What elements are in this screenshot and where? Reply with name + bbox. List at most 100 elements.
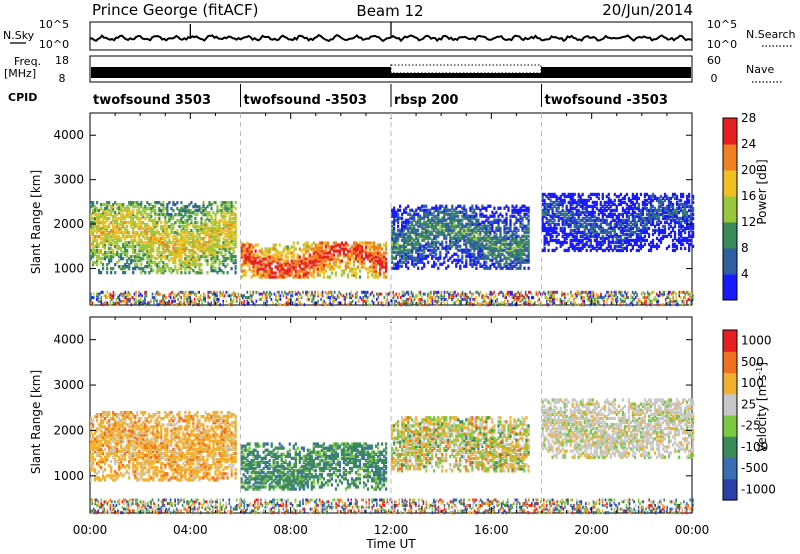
heatmap-cell (405, 218, 408, 222)
heatmap-cell (112, 205, 115, 209)
heatmap-cell (228, 231, 231, 235)
heatmap-cell (300, 275, 303, 279)
heatmap-cell (395, 218, 398, 222)
heatmap-cell (597, 224, 600, 229)
heatmap-cell (431, 222, 434, 226)
heatmap-cell (503, 242, 506, 246)
heatmap-cell (216, 245, 219, 249)
heatmap-cell (609, 210, 612, 215)
heatmap-cell (150, 209, 153, 213)
heatmap-cell (202, 229, 205, 233)
heatmap-cell (232, 237, 235, 241)
heatmap-cell (342, 251, 345, 255)
heatmap-cell (445, 208, 448, 212)
heatmap-cell (433, 242, 436, 246)
heatmap-cell (455, 226, 458, 230)
heatmap-cell (302, 271, 305, 275)
heatmap-cell (294, 273, 297, 277)
heatmap-cell (543, 214, 546, 219)
heatmap-cell (447, 230, 450, 234)
heatmap-cell (653, 194, 657, 199)
heatmap-cell (222, 215, 225, 219)
heatmap-cell (589, 228, 592, 233)
heatmap-cell (413, 210, 416, 214)
heatmap-cell (348, 261, 352, 265)
heatmap-cell (218, 267, 221, 271)
heatmap-cell (148, 219, 151, 223)
heatmap-cell (471, 262, 474, 266)
heatmap-cell (680, 238, 683, 243)
heatmap-cell (688, 234, 691, 239)
heatmap-cell (210, 215, 213, 219)
heatmap-cell (182, 221, 185, 225)
heatmap-cell (204, 259, 207, 263)
heatmap-cell (150, 255, 153, 259)
heatmap-cell (433, 214, 436, 218)
heatmap-cell (318, 249, 321, 253)
heatmap-cell (445, 224, 448, 228)
heatmap-cell (593, 204, 596, 209)
heatmap-cell (142, 257, 145, 261)
heatmap-cell (399, 258, 402, 262)
heatmap-cell (617, 222, 620, 227)
heatmap-cell (200, 269, 203, 273)
heatmap-cell (316, 269, 319, 273)
heatmap-cell (218, 223, 221, 227)
heatmap-cell (99, 299, 101, 303)
heatmap-cell (96, 245, 99, 249)
heatmap-cell (212, 269, 215, 273)
heatmap-cell (104, 217, 107, 221)
heatmap-cell (152, 247, 155, 251)
heatmap-cell (110, 243, 113, 247)
heatmap-cell (202, 251, 205, 255)
heatmap-cell (527, 214, 530, 218)
heatmap-cell (525, 226, 528, 230)
heatmap-cell (543, 236, 546, 241)
heatmap-cell (629, 242, 632, 247)
heatmap-cell (96, 221, 99, 225)
heatmap-cell (499, 226, 502, 230)
heatmap-cell (300, 267, 303, 271)
heatmap-cell (141, 294, 143, 298)
heatmap-cell (110, 255, 113, 259)
heatmap-cell (429, 222, 432, 226)
heatmap-cell (230, 267, 233, 271)
heatmap-cell (258, 273, 261, 277)
heatmap-cell (393, 210, 396, 214)
heatmap-cell (429, 242, 432, 246)
heatmap-cell (134, 225, 137, 229)
heatmap-cell (507, 248, 510, 252)
heatmap-cell (146, 257, 149, 261)
heatmap-cell (657, 228, 661, 233)
heatmap-cell (226, 241, 229, 245)
heatmap-cell (224, 245, 227, 249)
heatmap-cell (643, 242, 646, 247)
heatmap-cell (585, 208, 588, 213)
heatmap-cell (264, 265, 267, 269)
heatmap-cell (98, 271, 101, 275)
heatmap-cell (188, 231, 191, 235)
heatmap-cell (573, 246, 576, 251)
heatmap-cell (657, 212, 661, 217)
heatmap-cell (172, 231, 175, 235)
heatmap-cell (639, 222, 642, 227)
heatmap-cell (437, 256, 440, 260)
heatmap-cell (433, 240, 436, 244)
heatmap-cell (326, 257, 329, 261)
heatmap-cell (461, 248, 464, 252)
heatmap-cell (138, 259, 141, 263)
heatmap-cell (139, 299, 142, 303)
heatmap-cell (473, 260, 476, 264)
heatmap-cell (280, 257, 283, 261)
heatmap-cell (222, 257, 225, 261)
heatmap-cell (262, 269, 265, 273)
heatmap-cell (663, 192, 667, 197)
heatmap-cell (563, 220, 566, 225)
heatmap-cell (623, 226, 626, 231)
heatmap-cell (593, 220, 596, 225)
heatmap-cell (543, 206, 546, 211)
heatmap-cell (569, 244, 572, 249)
heatmap-cell (232, 223, 235, 227)
heatmap-cell (629, 200, 632, 205)
heatmap-cell (278, 257, 281, 261)
